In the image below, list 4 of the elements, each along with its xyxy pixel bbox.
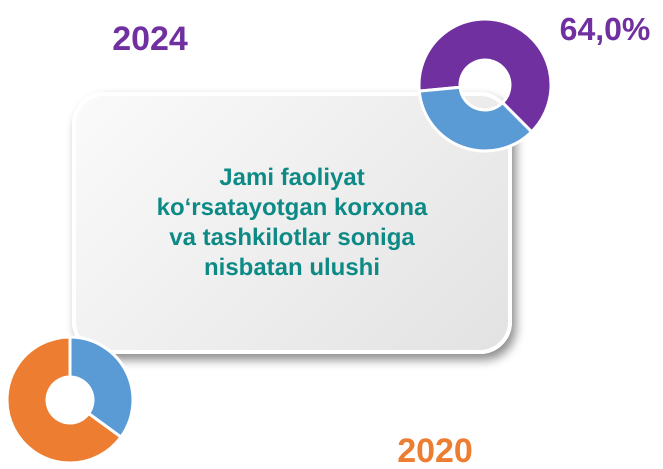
data-label: 64,0% [560,11,650,47]
chart-title: 2024 [112,20,188,58]
text: 2020 [397,432,473,469]
text: Jami faoliyat ko‘rsatayotgan korxona va tashkilotlar soniga nisbatan ulushi [156,163,428,283]
